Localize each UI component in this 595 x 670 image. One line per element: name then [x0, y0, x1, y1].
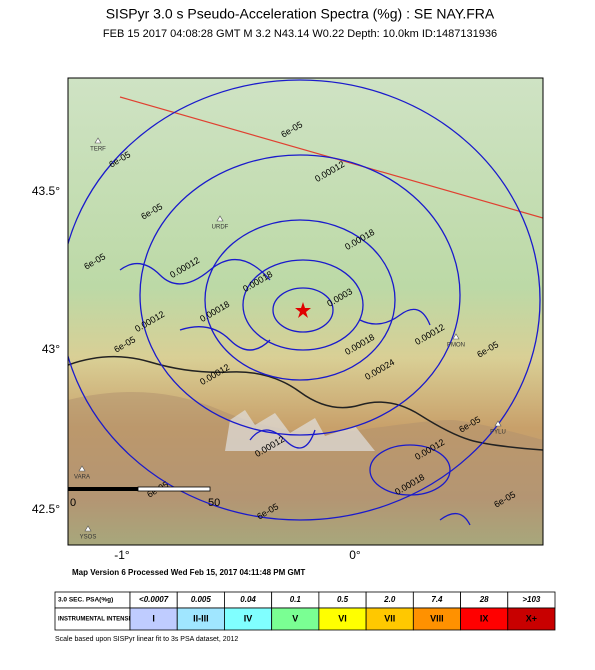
station — [494, 420, 502, 427]
station-label: PYLU — [490, 430, 506, 436]
legend-psa: 0.1 — [290, 595, 302, 604]
legend-intensity: V — [292, 613, 298, 623]
contours — [68, 79, 541, 526]
legend-color — [507, 607, 556, 631]
subtitle: FEB 15 2017 04:08:28 GMT M 3.2 N43.14 W0… — [103, 28, 497, 40]
lat-label: 43.5° — [32, 184, 60, 198]
legend-intensity: IX — [480, 613, 489, 623]
note: Scale based upon SISPyr linear fit to 3s… — [55, 636, 238, 643]
legend-psa: 0.04 — [240, 595, 256, 604]
station-label: URDF — [212, 225, 229, 231]
title: SISPyr 3.0 s Pseudo-Acceleration Spectra… — [106, 6, 495, 22]
station — [84, 525, 92, 532]
lat-label: 42.5° — [32, 502, 60, 516]
legend-intensity: IV — [244, 613, 253, 623]
legend-psa: 0.5 — [337, 595, 349, 604]
station-label: YSOS — [80, 535, 97, 541]
legend-psa: 7.4 — [431, 595, 443, 604]
scale-bar — [68, 487, 138, 491]
border — [68, 355, 543, 451]
peaks — [225, 410, 375, 451]
legend-intensity: VI — [338, 613, 347, 623]
map: 6e-056e-056e-056e-050.000120.000120.0001… — [68, 78, 543, 545]
processed: Map Version 6 Processed Wed Feb 15, 2017… — [72, 568, 305, 577]
station — [216, 215, 224, 222]
scale-label: 0 — [70, 497, 76, 509]
legend-intensity: II-III — [193, 613, 209, 623]
scale-bar — [137, 486, 211, 492]
station — [78, 465, 86, 472]
epicenter — [295, 302, 311, 318]
legend-header: INSTRUMENTAL INTENSITY — [58, 617, 138, 623]
scale-label: 50 — [208, 497, 220, 509]
lon-label: 0° — [349, 548, 361, 562]
legend-psa: >103 — [522, 595, 541, 604]
legend-psa: 2.0 — [383, 595, 396, 604]
legend-psa: <0.0007 — [139, 595, 169, 604]
station-label: VARA — [74, 475, 90, 481]
mountains — [68, 392, 543, 545]
lat-label: 43° — [42, 342, 60, 356]
legend-header: 3.0 SEC. PSA(%g) — [58, 597, 113, 604]
legend-intensity: X+ — [526, 613, 537, 623]
map-frame — [67, 77, 544, 546]
station — [94, 137, 102, 144]
station — [452, 333, 460, 340]
legend-intensity: VII — [384, 613, 395, 623]
station-label: PMON — [447, 343, 465, 349]
legend-psa: 28 — [479, 595, 489, 604]
legend: 3.0 SEC. PSA(%g) INSTRUMENTAL INTENSITY <0… — [54, 591, 556, 631]
station-label: TERF — [90, 147, 106, 153]
legend-intensity: I — [152, 613, 155, 623]
legend-intensity: VIII — [430, 613, 444, 623]
legend-psa: 0.005 — [191, 595, 212, 604]
lon-label: -1° — [114, 548, 130, 562]
